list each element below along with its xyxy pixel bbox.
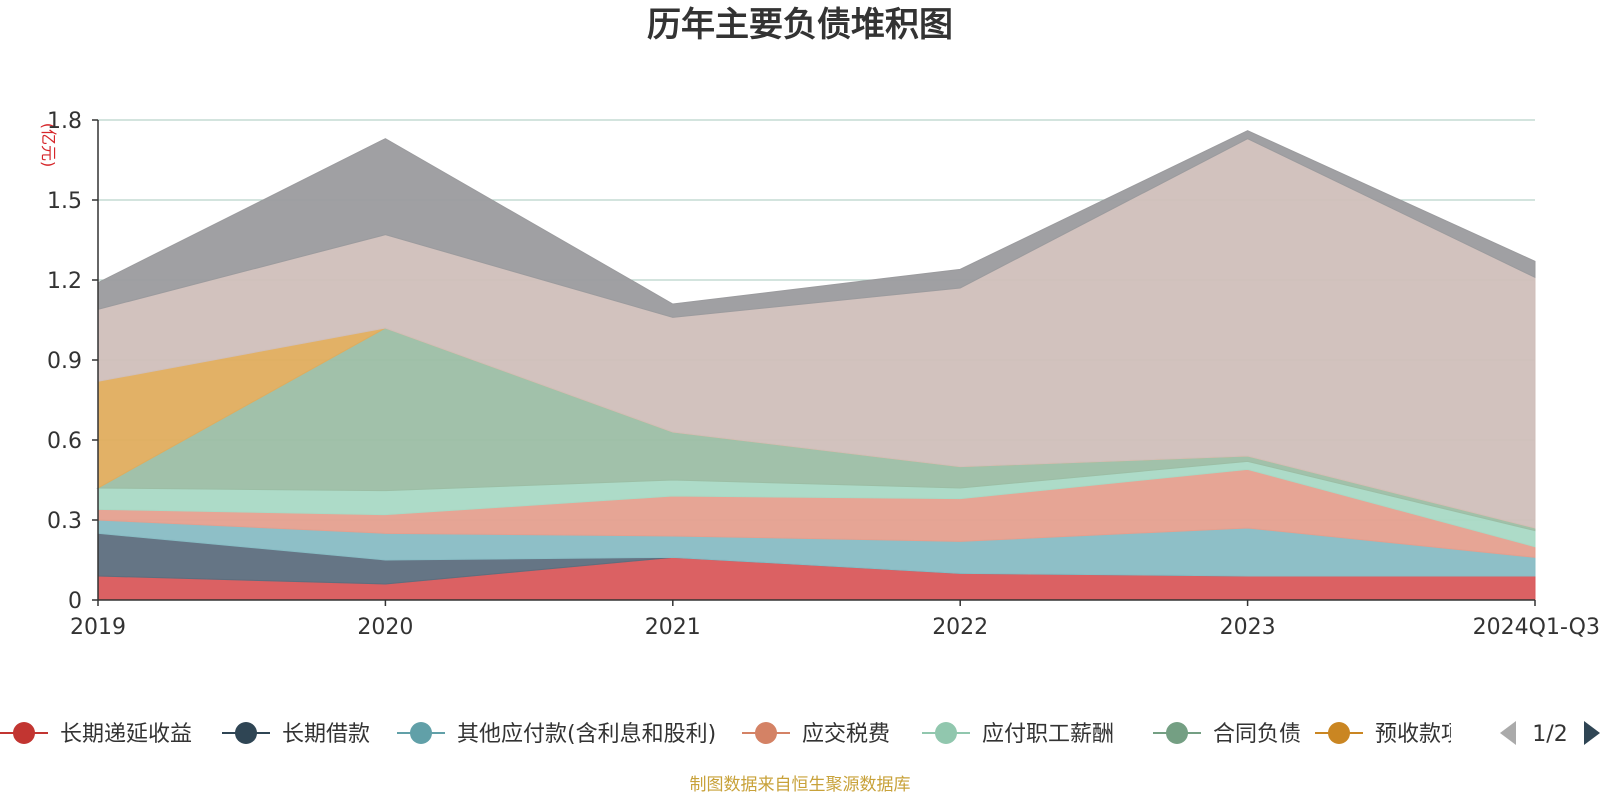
legend-label: 其他应付款(含利息和股利): [457, 722, 716, 747]
legend-item[interactable]: 应交税费: [742, 722, 890, 747]
legend-next-icon[interactable]: [1584, 721, 1600, 745]
legend-label: 长期借款: [282, 722, 370, 747]
y-tick-label: 0: [68, 589, 82, 614]
x-tick-label: 2024Q1-Q3: [1473, 615, 1600, 640]
y-tick-label: 1.2: [47, 269, 82, 294]
x-tick-label: 2023: [1220, 615, 1276, 640]
legend-label: 应交税费: [802, 722, 890, 747]
legend-item[interactable]: 其他应付款(含利息和股利): [397, 722, 716, 747]
legend-label: 合同负债: [1213, 722, 1301, 747]
y-tick-labels: 0 0.3 0.6 0.9 1.2 1.5 1.8: [47, 109, 98, 614]
legend-marker: [235, 722, 257, 744]
area-series-8: [97, 130, 1536, 318]
x-tick-label: 2022: [932, 615, 988, 640]
legend-item[interactable]: 长期递延收益: [0, 722, 192, 747]
legend-label: 长期递延收益: [60, 722, 192, 747]
y-tick-label: 1.5: [47, 189, 82, 214]
x-tick-labels: 2019 2020 2021 2022 2023 2024Q1-Q3: [70, 600, 1600, 640]
x-tick-label: 2021: [645, 615, 701, 640]
legend[interactable]: 长期递延收益 长期借款 其他应付款(含利息和股利) 应交税费 应付职工薪酬 合同负债 预收款…: [0, 722, 1463, 747]
legend-label: 应付职工薪酬: [982, 722, 1114, 747]
y-axis-unit-label: (亿元): [39, 123, 58, 168]
data-source-note: 制图数据来自恒生聚源数据库: [690, 775, 911, 795]
x-tick-label: 2020: [357, 615, 413, 640]
y-tick-label: 0.9: [47, 349, 82, 374]
chart-title: 历年主要负债堆积图: [647, 5, 953, 45]
legend-item[interactable]: 长期借款: [222, 722, 370, 747]
legend-marker: [1166, 722, 1188, 744]
legend-marker: [13, 722, 35, 744]
y-tick-label: 0.6: [47, 429, 82, 454]
y-tick-label: 0.3: [47, 509, 82, 534]
legend-marker: [755, 722, 777, 744]
legend-item[interactable]: 预收款项: [1315, 722, 1463, 747]
area-series: [96, 130, 1536, 601]
legend-marker: [410, 722, 432, 744]
legend-pager[interactable]: 1/2: [1500, 721, 1600, 747]
y-tick-label: 1.8: [47, 109, 82, 134]
legend-prev-icon[interactable]: [1500, 721, 1516, 745]
legend-label: 预收款项: [1375, 722, 1463, 747]
legend-marker: [1328, 722, 1350, 744]
legend-item[interactable]: 应付职工薪酬: [922, 722, 1114, 747]
legend-marker: [935, 722, 957, 744]
legend-item[interactable]: 合同负债: [1153, 722, 1301, 747]
x-tick-label: 2019: [70, 615, 126, 640]
legend-page-indicator: 1/2: [1532, 722, 1567, 747]
